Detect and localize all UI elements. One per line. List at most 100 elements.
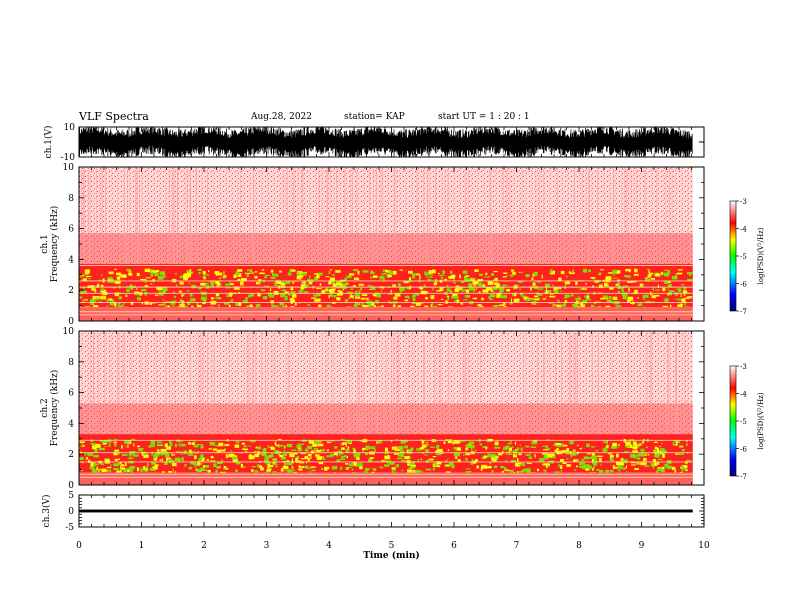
ch1-spectrogram-energy-mark — [331, 274, 336, 276]
ch1-spectrogram-energy-mark — [100, 288, 105, 291]
ch2-spectrogram-energy-mark — [190, 461, 195, 465]
ch2-spectrogram-energy-mark — [147, 463, 149, 466]
ch1-spectrogram-energy-mark — [496, 292, 502, 297]
ch2-spectrogram-energy-mark — [102, 440, 109, 443]
ch2-spectrogram-energy-mark — [581, 458, 584, 462]
ch1-spectrogram-energy-mark — [237, 273, 242, 277]
ch2-spectrogram-energy-mark — [504, 467, 507, 472]
ch1-spectrogram-energy-mark — [332, 283, 339, 288]
ch1-spectrogram-energy-mark — [197, 304, 202, 308]
ch2-spectrogram-energy-mark — [421, 439, 425, 444]
ch2-spectrogram-energy-mark — [340, 443, 342, 446]
ch1-spectrogram-energy-mark — [493, 282, 499, 285]
ch2-spectrogram-energy-mark — [153, 457, 158, 461]
ch1-spectrogram-energy-mark — [627, 280, 633, 283]
ch2-spectrogram-energy-mark — [618, 465, 623, 469]
ch1-spectrogram-energy-mark — [669, 304, 672, 308]
ch1-spectrogram-energy-mark — [557, 286, 561, 290]
ch1-spectrogram-energy-mark — [605, 276, 612, 280]
ch2-spectrogram-energy-mark — [497, 453, 503, 456]
ch2-colorbar-label: log(PSD)(V²/Hz) — [757, 392, 765, 449]
ch1-spectrogram-energy-mark — [525, 274, 530, 278]
ch2-spectrogram-energy-mark — [257, 464, 259, 468]
ch1-spectrogram-energy-mark — [98, 301, 102, 303]
ch1-spectrogram-energy-mark — [319, 283, 322, 286]
ch2-spectrogram-energy-mark — [333, 451, 338, 456]
ch1-spectrogram-energy-mark — [448, 276, 455, 279]
ch2-spectrogram-energy-mark — [188, 466, 193, 470]
ch1-spectrogram-energy-mark — [276, 275, 278, 277]
ch2-spectrogram-energy-mark — [655, 470, 659, 475]
ch1-spectrogram-energy-mark — [677, 304, 683, 308]
ch2-spectrogram-energy-mark — [417, 458, 419, 462]
ch2-spectrogram-energy-mark — [351, 468, 354, 471]
ch1-spectrogram-energy-mark — [674, 298, 676, 300]
ch1-spectrogram-energy-mark — [357, 270, 360, 275]
ch2-spectrogram-energy-mark — [306, 467, 311, 470]
ch1-spectrogram-energy-mark — [531, 277, 534, 280]
ch2-spectrogram-energy-mark — [527, 469, 530, 473]
ch2-spectrogram-energy-mark — [161, 458, 163, 462]
ch1-spectrogram-energy-mark — [397, 283, 401, 287]
ch1-spectrogram-energy-mark — [197, 268, 202, 271]
ch2-spectrogram-energy-mark — [310, 456, 312, 459]
ch2-spectrogram-energy-mark — [368, 458, 373, 462]
ch1-spectrogram-energy-mark — [270, 269, 274, 273]
ch1-spectrogram-energy-mark — [125, 294, 128, 297]
ch2-spectrogram-energy-mark — [610, 454, 614, 458]
ch1-spectrogram-energy-mark — [140, 278, 146, 280]
ch2-spectrogram-energy-mark — [531, 441, 538, 445]
ch2-spectrogram-energy-mark — [543, 458, 548, 460]
ch2-spectrogram-energy-mark — [640, 463, 644, 466]
ch2-spectrogram-energy-mark — [529, 452, 531, 457]
ch1-spectrogram-energy-mark — [264, 275, 268, 279]
ch1-spectrogram-energy-mark — [513, 293, 517, 297]
ch1-spectrogram-energy-mark — [152, 270, 157, 273]
ch1-spectrogram-energy-mark — [411, 295, 416, 298]
ch2-spectrogram-energy-mark — [149, 444, 156, 448]
ch2-spectrogram-energy-mark — [287, 469, 292, 473]
ch1-spectrogram-energy-mark — [431, 295, 435, 300]
ch1-spectrogram-energy-mark — [316, 274, 320, 279]
ch1-spectrogram-energy-mark — [267, 292, 273, 296]
ch1-spectrogram-energy-mark — [579, 302, 584, 306]
ch1-spectrogram-energy-mark — [279, 302, 285, 306]
ch2-spectrogram-energy-mark — [216, 465, 221, 469]
ch1-spectrogram-energy-mark — [329, 277, 335, 281]
ch1-spectrogram-energy-mark — [440, 298, 444, 300]
ch1-spectrogram-energy-mark — [460, 303, 464, 305]
ch2-spectrogram-energy-mark — [220, 471, 226, 473]
ch2-colorbar-tick-label: -3 — [740, 363, 747, 371]
ch1-spectrogram-energy-mark — [499, 304, 505, 307]
ch1-spectrogram-energy-mark — [86, 275, 92, 277]
ch2-spectrogram-energy-mark — [425, 459, 430, 463]
ch2-spectrogram-energy-mark — [200, 467, 205, 472]
ch1-spectrogram-energy-mark — [238, 302, 242, 306]
ch1-spectrogram-energy-mark — [558, 277, 562, 282]
ch2-spectrogram-energy-mark — [579, 447, 582, 450]
ch1-spectrogram-energy-mark — [215, 293, 220, 297]
ch1-spectrogram-energy-mark — [305, 284, 309, 288]
ch1-spectrogram-energy-mark — [382, 269, 388, 272]
ch2-spectrogram-energy-mark — [674, 444, 678, 446]
ch2-spectrogram-energy-mark — [654, 455, 659, 458]
ch2-spectrogram-energy-mark — [362, 447, 368, 451]
ch2-spectrogram-energy-mark — [430, 446, 435, 448]
ch1-spectrogram-energy-mark — [149, 302, 152, 305]
ch2-spectrogram-energy-mark — [313, 448, 318, 451]
ch2-spectrogram-energy-mark — [591, 459, 594, 462]
ch2-spectrogram-energy-mark — [106, 469, 112, 472]
ch2-spectrogram-energy-mark — [592, 453, 595, 456]
ch1-spectrogram-energy-mark — [164, 305, 168, 308]
ch2-spectrogram-energy-mark — [558, 464, 560, 468]
ch1-spectrogram-energy-mark — [408, 277, 412, 281]
ch2-spectrogram-energy-mark — [254, 454, 259, 458]
ch2-spectrogram-energy-mark — [584, 464, 590, 467]
ch1-spectrogram-energy-mark — [452, 293, 458, 297]
ch1-spectrogram-energy-mark — [164, 301, 170, 303]
ch1-spectrogram-energy-mark — [432, 287, 434, 291]
ch1-spectrogram-energy-mark — [579, 287, 581, 291]
ch1-spectrogram-energy-mark — [379, 275, 385, 280]
ch2-spectrogram-energy-mark — [630, 453, 636, 458]
ch1-spectrogram-energy-mark — [83, 290, 87, 293]
